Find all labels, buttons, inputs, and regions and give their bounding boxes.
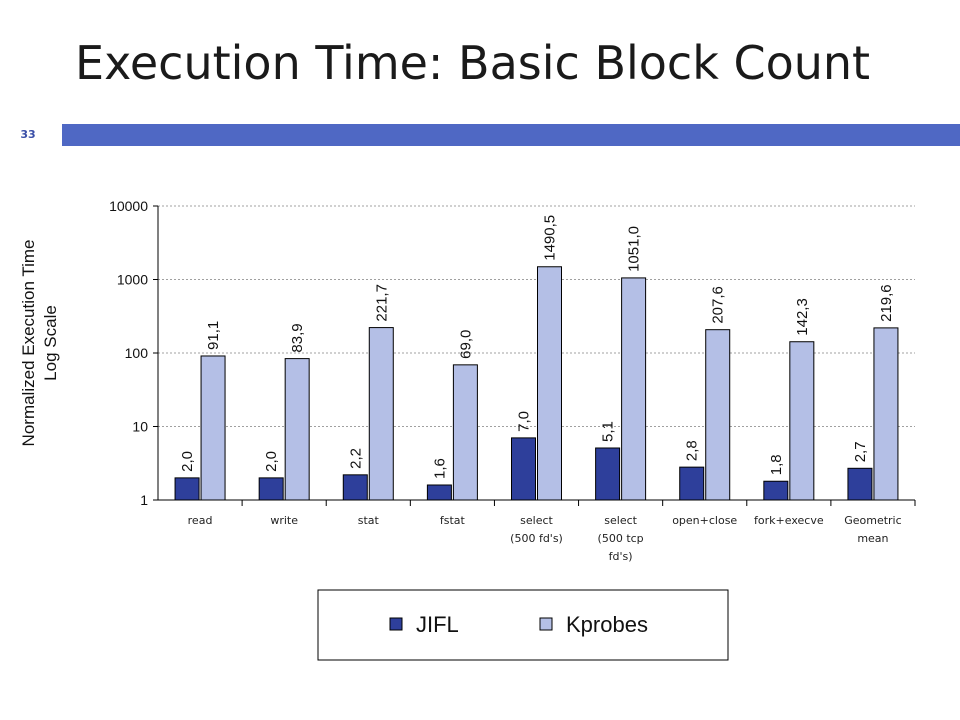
x-tick-label: mean: [857, 532, 888, 545]
data-label-kprobes: 83,9: [289, 323, 306, 352]
x-tick-label: write: [270, 514, 298, 527]
bar-jifl: [174, 477, 200, 501]
x-tick-label: read: [188, 514, 213, 527]
legend-swatch-jifl: [389, 617, 403, 631]
data-label-kprobes: 91,1: [205, 321, 222, 350]
legend-label-kprobes: Kprobes: [566, 612, 648, 637]
bar-kprobes: [452, 364, 478, 501]
x-tick-label: fork+execve: [754, 514, 824, 527]
x-tick-label: open+close: [672, 514, 737, 527]
bar-jifl: [847, 467, 873, 501]
data-labels: 2,0 91,1 2,0 83,9 2,2 221,7 1,6 69,0 7,0 1490,5 5,…: [179, 215, 895, 479]
y-tick-labels: 1 10 100 1000 10000: [109, 198, 148, 508]
bar-jifl: [679, 466, 705, 501]
data-label-kprobes: 1490,5: [542, 215, 559, 261]
slide-title: Execution Time: Basic Block Count: [75, 36, 871, 90]
legend: JIFL Kprobes: [317, 589, 729, 661]
bar-kprobes: [368, 327, 394, 501]
bar-kprobes: [537, 266, 562, 501]
data-label-jifl: 2,0: [263, 451, 280, 472]
data-label-jifl: 2,8: [684, 440, 701, 461]
data-label-jifl: 1,8: [768, 454, 785, 475]
bar-chart: Normalized Execution Time Log Scale 1 10 10…: [19, 198, 916, 661]
data-label-jifl: 2,2: [347, 448, 364, 469]
legend-box: [317, 589, 729, 661]
data-label-kprobes: 219,6: [878, 284, 895, 322]
bar-kprobes: [705, 329, 731, 501]
x-tick-label: (500 fd's): [510, 532, 563, 545]
x-tick-label: stat: [358, 514, 380, 527]
y-axis-title-line: Log Scale: [41, 305, 60, 381]
data-label-kprobes: 221,7: [373, 284, 390, 322]
y-tick-label: 100: [125, 345, 149, 361]
data-label-kprobes: 1051,0: [626, 226, 643, 272]
data-label-kprobes: 207,6: [710, 286, 727, 324]
y-tick-label: 1000: [117, 272, 148, 288]
y-tick-label: 10: [132, 419, 148, 435]
x-tick-labels: read write stat fstat select (500 fd's) select…: [188, 514, 902, 563]
title-accent-bar: [62, 124, 960, 146]
data-label-kprobes: 142,3: [794, 298, 811, 336]
data-label-kprobes: 69,0: [457, 330, 474, 359]
legend-label-jifl: JIFL: [416, 612, 459, 637]
legend-swatch-kprobes: [539, 617, 553, 631]
x-tick-label: select: [604, 514, 637, 527]
x-tick-label: fd's): [609, 550, 633, 563]
y-tick-label: 10000: [109, 198, 148, 214]
bar-jifl: [595, 447, 621, 501]
bar-kprobes: [621, 277, 647, 501]
y-axis-title-line: Normalized Execution Time: [19, 240, 38, 447]
x-tick-label: Geometric: [844, 514, 901, 527]
slide-number: 33: [20, 128, 36, 141]
bar-jifl: [426, 484, 452, 501]
bar-jifl: [342, 474, 368, 501]
data-label-jifl: 2,7: [852, 441, 869, 462]
bars: [174, 266, 899, 501]
data-label-jifl: 1,6: [431, 458, 448, 479]
y-tick-label: 1: [140, 492, 148, 508]
data-label-jifl: 7,0: [516, 411, 533, 432]
y-axis-title: Normalized Execution Time Log Scale: [19, 240, 60, 447]
bar-kprobes: [789, 341, 815, 501]
bar-kprobes: [284, 358, 310, 501]
data-label-jifl: 5,1: [600, 421, 617, 442]
bar-jifl: [511, 437, 536, 501]
bar-kprobes: [200, 355, 226, 501]
bar-kprobes: [873, 327, 899, 501]
x-tick-label: fstat: [440, 514, 466, 527]
bar-jifl: [258, 477, 284, 501]
gridlines: [153, 205, 916, 506]
axes: [157, 206, 915, 501]
bar-jifl: [763, 480, 789, 501]
data-label-jifl: 2,0: [179, 451, 196, 472]
x-tick-label: select: [520, 514, 553, 527]
x-tick-label: (500 tcp: [598, 532, 644, 545]
slide-number-box: [0, 124, 56, 146]
